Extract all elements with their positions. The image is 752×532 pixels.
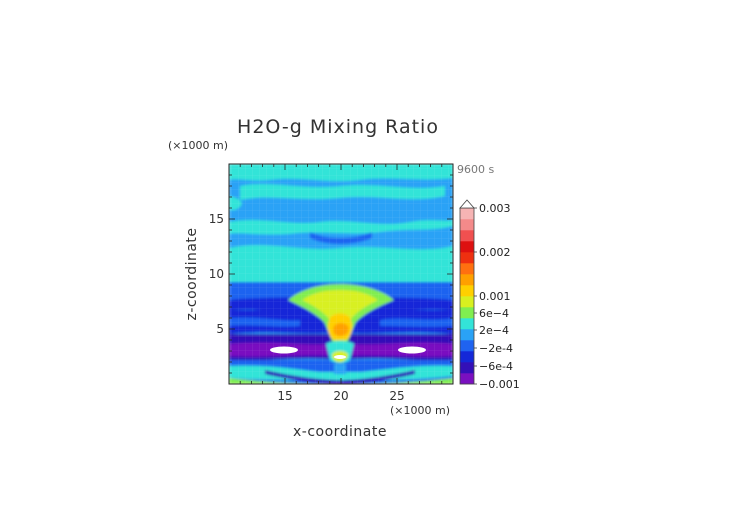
colorbar-segment	[460, 340, 474, 352]
x-unit-label: (×1000 m)	[390, 404, 450, 417]
colorbar-label: 6e−4	[479, 307, 509, 320]
colorbar-segment	[460, 263, 474, 275]
colorbar-label: −6e-4	[479, 360, 513, 373]
x-tick-label: 20	[333, 389, 348, 403]
colorbar-segment	[460, 362, 474, 374]
colorbar-segment	[460, 230, 474, 242]
x-tick-label: 25	[389, 389, 404, 403]
colorbar-segment	[460, 351, 474, 363]
colorbar-label: 0.001	[479, 290, 511, 303]
colorbar-segment	[460, 274, 474, 286]
colorbar-segment	[460, 296, 474, 308]
y-tick-label: 10	[209, 267, 224, 281]
axes: 15 20 25 5 10 15	[209, 163, 454, 403]
colorbar-segment	[460, 318, 474, 330]
y-tick-label: 5	[216, 322, 224, 336]
colorbar-label: −2e-4	[479, 342, 513, 355]
colorbar-segment	[460, 208, 474, 220]
colorbar-segment	[460, 252, 474, 264]
colorbar-overflow-arrow	[459, 199, 475, 209]
y-axis-label: z-coordinate	[184, 227, 200, 320]
time-label: 9600 s	[457, 163, 494, 176]
colorbar-segment	[460, 219, 474, 231]
x-axis-label: x-coordinate	[293, 424, 387, 440]
colorbar: 0.003 0.002 0.001 6e−4 2e−4 −2e-4 −6e-4 −0.001	[459, 199, 520, 391]
colorbar-label: 0.002	[479, 246, 511, 259]
colorbar-label: 2e−4	[479, 324, 509, 337]
contour-field	[229, 164, 453, 384]
colorbar-label: −0.001	[479, 378, 520, 391]
colorbar-label: 0.003	[479, 202, 511, 215]
colorbar-segment	[460, 307, 474, 319]
x-tick-label: 15	[277, 389, 292, 403]
y-tick-label: 15	[209, 212, 224, 226]
colorbar-segment	[460, 373, 474, 385]
colorbar-segment	[460, 329, 474, 341]
colorbar-segment	[460, 241, 474, 253]
y-unit-label: (×1000 m)	[168, 139, 228, 152]
colorbar-segment	[460, 285, 474, 297]
chart-title: H2O-g Mixing Ratio	[237, 116, 439, 138]
